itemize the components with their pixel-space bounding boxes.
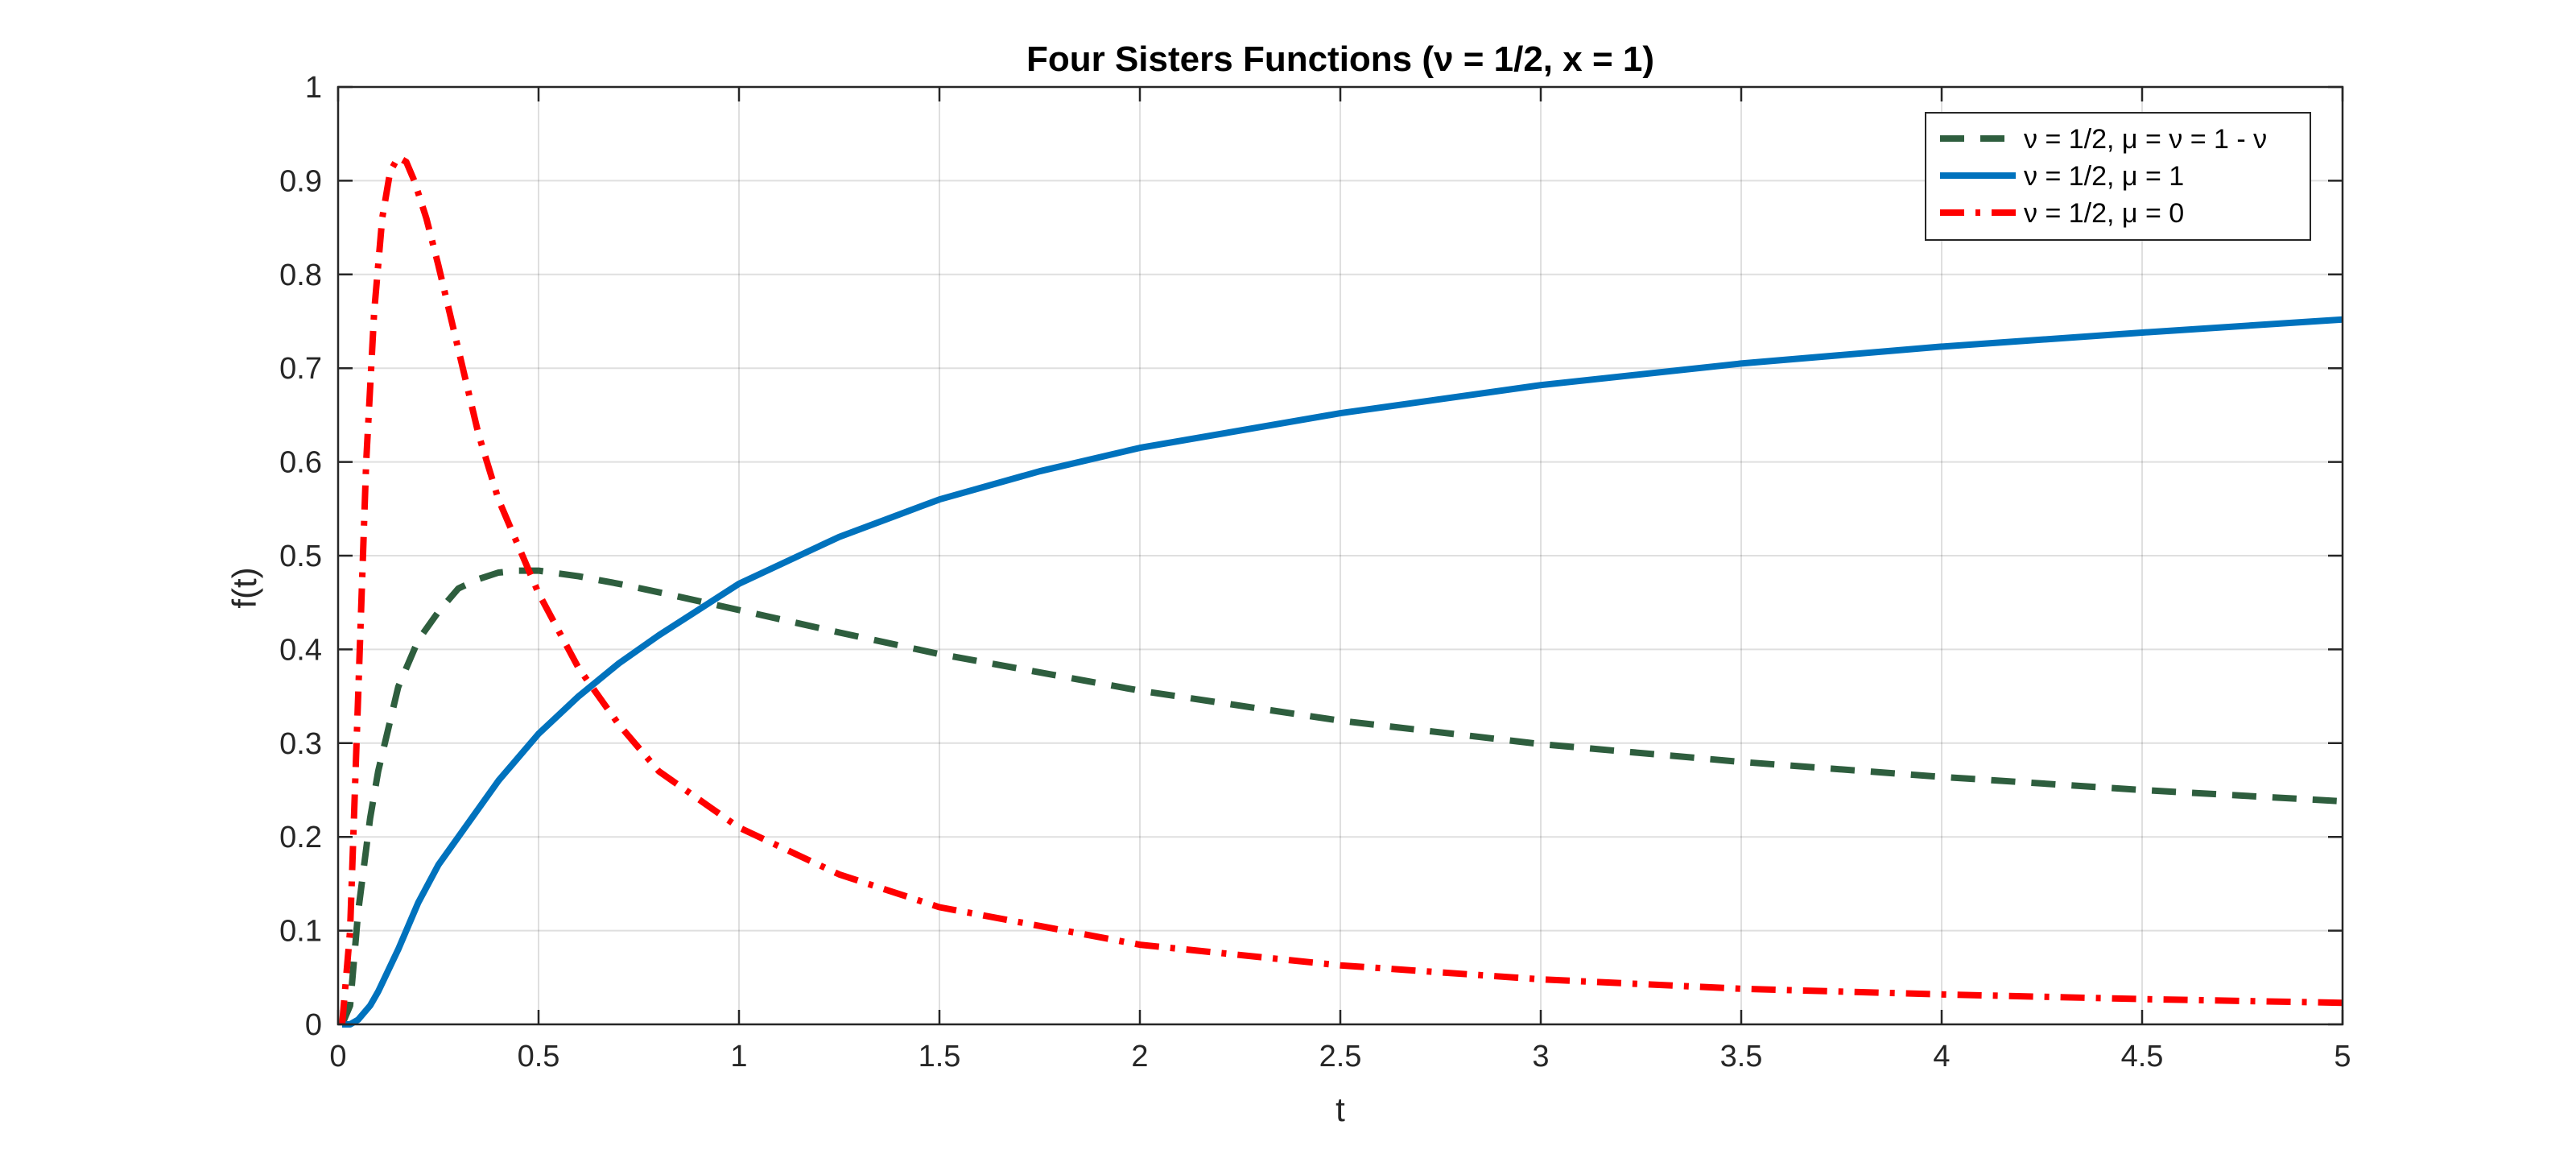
y-tick-label: 0.5 [279,540,322,573]
x-tick-label: 4 [1933,1040,1950,1073]
chart-title: Four Sisters Functions (ν = 1/2, x = 1) [1026,39,1654,79]
legend-label-2: ν = 1/2, μ = 1 [2024,161,2184,192]
y-tick-label: 0.8 [279,259,322,292]
x-tick-label: 2 [1131,1040,1148,1073]
y-tick-label: 0.6 [279,446,322,480]
x-tick-label: 0.5 [518,1040,560,1073]
legend-label-3: ν = 1/2, μ = 0 [2024,198,2184,229]
x-tick-label: 0 [329,1040,346,1073]
y-tick-label: 0.3 [279,727,322,761]
x-axis-label: t [1335,1090,1345,1128]
legend-label-1: ν = 1/2, μ = ν = 1 - ν [2024,124,2267,155]
y-tick-label: 0.1 [279,915,322,949]
y-tick-label: 0.4 [279,633,322,667]
x-tick-label: 1 [730,1040,747,1073]
y-tick-label: 0 [305,1008,322,1042]
series-line-3 [339,154,2343,1025]
x-tick-label: 3 [1532,1040,1549,1073]
y-axis-label: f(t) [225,567,263,608]
x-tick-label: 1.5 [919,1040,961,1073]
x-tick-label: 4.5 [2121,1040,2164,1073]
y-tick-label: 0.7 [279,352,322,386]
y-tick-label: 0.9 [279,164,322,198]
y-tick-label: 1 [305,71,322,105]
x-tick-label: 5 [2334,1040,2351,1073]
x-tick-label: 3.5 [1720,1040,1763,1073]
legend: ν = 1/2, μ = ν = 1 - ν ν = 1/2, μ = 1 ν = … [1925,112,2311,241]
series-group [339,154,2343,1028]
plot-area [338,87,2343,1024]
x-tick-label: 2.5 [1319,1040,1362,1073]
series-line-2 [342,316,2343,1028]
y-tick-label: 0.2 [279,821,322,854]
tick-labels: 0 0.5 1 1.5 2 2.5 3 3.5 4 4.5 5 0 0.1 0.2 0.3 0.4 0.5 0.6… [279,71,2351,1073]
axes [336,85,2344,1026]
